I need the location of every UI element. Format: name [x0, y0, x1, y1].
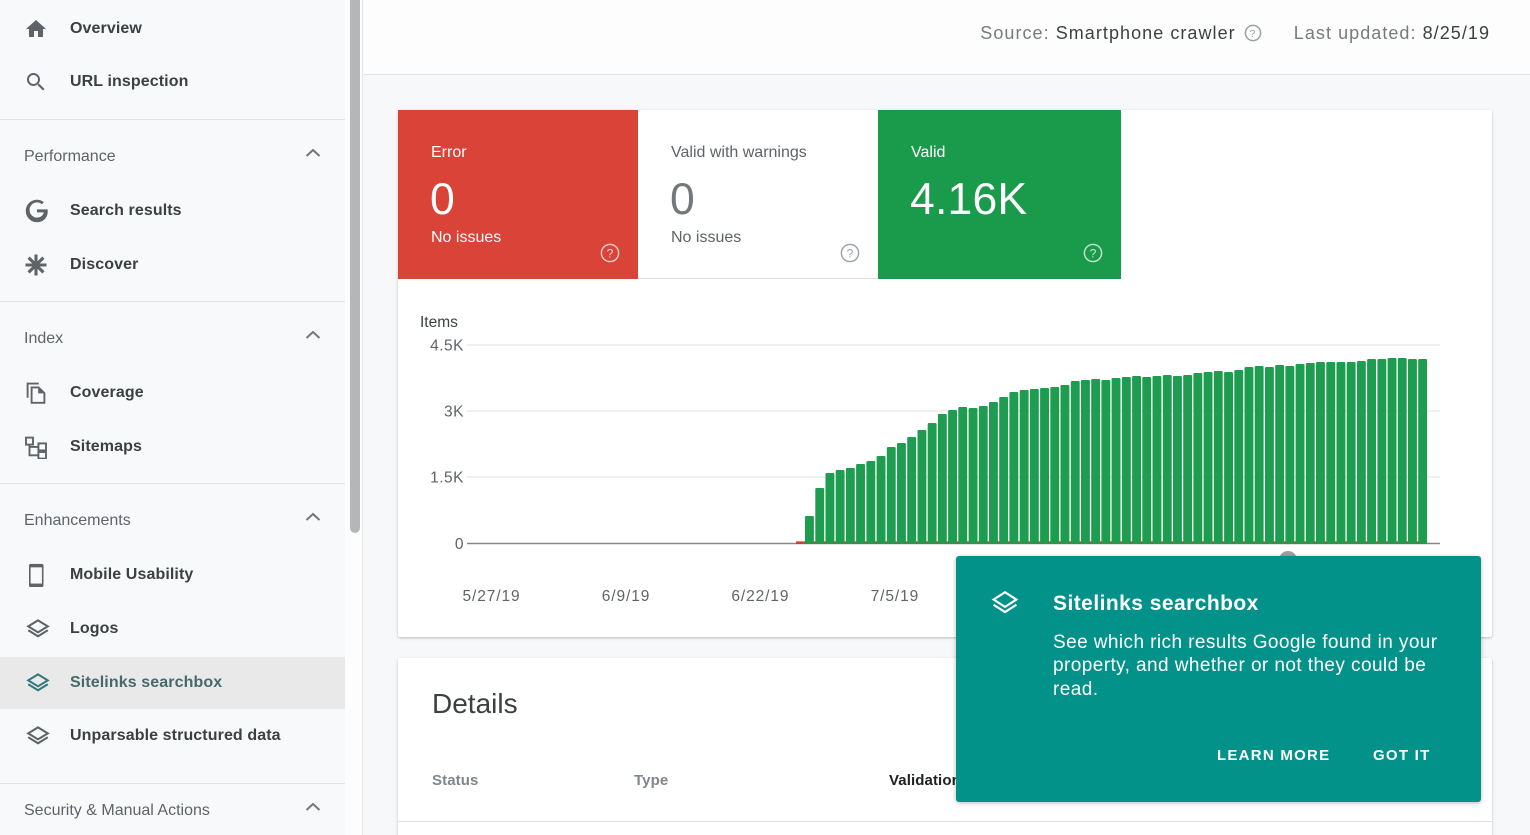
- svg-text:Items: Items: [420, 314, 458, 331]
- svg-text:7/5/19: 7/5/19: [871, 588, 920, 605]
- svg-text:6/22/19: 6/22/19: [731, 588, 789, 605]
- svg-text:5/27/19: 5/27/19: [462, 588, 520, 605]
- svg-text:?: ?: [847, 246, 854, 260]
- svg-text:3K: 3K: [444, 404, 464, 421]
- svg-text:0: 0: [455, 536, 464, 553]
- svg-text:6/9/19: 6/9/19: [602, 588, 651, 605]
- svg-text:1.5K: 1.5K: [430, 470, 464, 487]
- svg-text:4.5K: 4.5K: [430, 338, 464, 355]
- svg-text:?: ?: [1249, 28, 1256, 40]
- svg-text:?: ?: [1090, 246, 1097, 260]
- svg-text:?: ?: [607, 246, 614, 260]
